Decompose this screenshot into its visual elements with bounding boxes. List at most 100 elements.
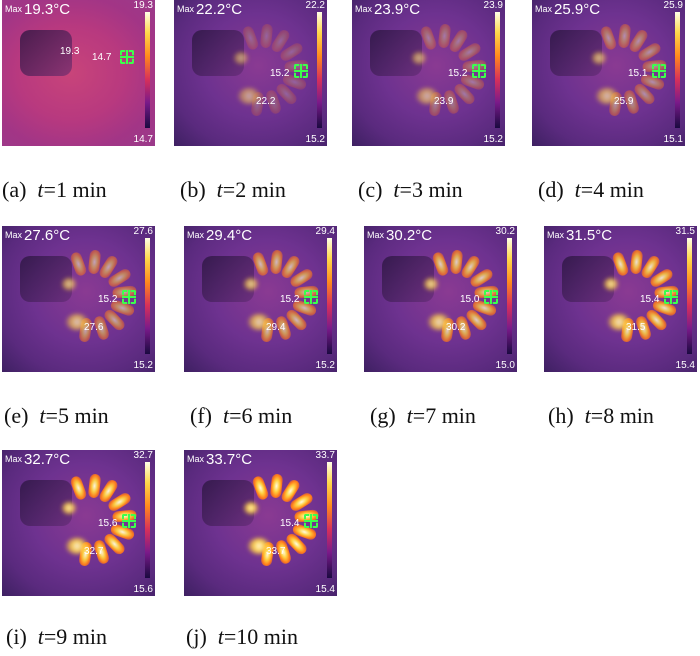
hot-spot: [608, 314, 630, 330]
hot-spot: [66, 314, 88, 330]
scale-min-label: 15.4: [675, 360, 695, 371]
max-value: 30.2°C: [386, 227, 433, 244]
max-value: 22.2°C: [196, 1, 243, 18]
color-scale-bar: [495, 12, 500, 128]
spot-readout-1: 15.6: [98, 518, 118, 529]
max-prefix: Max: [355, 4, 373, 14]
max-value: 31.5°C: [566, 227, 613, 244]
thermal-image-d: Max 25.9°C 25.9 15.1 15.1 25.9: [532, 0, 685, 146]
hot-spot: [248, 538, 270, 554]
color-scale-bar: [675, 12, 680, 128]
caption-j: (j) t=10 min: [186, 624, 299, 649]
scale-max-label: 19.3: [133, 0, 153, 11]
thermal-image-a: Max 19.3°C 19.3 14.7 19.3 14.7: [2, 0, 155, 146]
thermal-image-f: Max 29.4°C 29.4 15.2 15.2 29.4: [184, 226, 337, 372]
hot-spot: [592, 52, 606, 64]
crosshair-reticle-icon: [304, 514, 318, 528]
scale-max-label: 23.9: [483, 0, 503, 11]
scale-max-label: 29.4: [315, 226, 335, 237]
color-scale-bar: [687, 238, 692, 354]
max-value: 32.7°C: [24, 451, 71, 468]
max-prefix: Max: [547, 230, 565, 240]
scale-min-label: 15.6: [133, 584, 153, 595]
spot-readout-1: 15.4: [280, 518, 300, 529]
spot-readout-1: 19.3: [60, 46, 80, 57]
scale-max-label: 31.5: [675, 226, 695, 237]
scale-min-label: 15.2: [133, 360, 153, 371]
hot-spot: [62, 278, 76, 290]
thermal-image-e: Max 27.6°C 27.6 15.2 15.2 27.6: [2, 226, 155, 372]
spot-readout-2: 33.7: [266, 546, 286, 557]
max-value: 29.4°C: [206, 227, 253, 244]
max-temperature-readout: Max 19.3°C: [5, 1, 70, 18]
max-prefix: Max: [177, 4, 195, 14]
hot-spot: [424, 278, 438, 290]
max-prefix: Max: [535, 4, 553, 14]
max-temperature-readout: Max 33.7°C: [187, 451, 252, 468]
scale-max-label: 25.9: [663, 0, 683, 11]
crosshair-reticle-icon: [120, 50, 134, 64]
hot-spot: [66, 538, 88, 554]
hot-spot: [248, 314, 270, 330]
scale-max-label: 22.2: [305, 0, 325, 11]
color-scale-bar: [327, 238, 332, 354]
hot-spot: [238, 88, 260, 104]
max-prefix: Max: [187, 230, 205, 240]
max-value: 33.7°C: [206, 451, 253, 468]
crosshair-reticle-icon: [652, 64, 666, 78]
scale-min-label: 15.2: [483, 134, 503, 145]
scale-min-label: 15.1: [663, 134, 683, 145]
max-prefix: Max: [5, 230, 23, 240]
spot-readout-2: 27.6: [84, 322, 104, 333]
scale-max-label: 32.7: [133, 450, 153, 461]
scale-min-label: 15.2: [315, 360, 335, 371]
hot-spot: [428, 314, 450, 330]
spot-readout-1: 15.2: [448, 68, 468, 79]
spot-readout-1: 15.0: [460, 294, 480, 305]
crosshair-reticle-icon: [484, 290, 498, 304]
hot-spot: [604, 278, 618, 290]
max-value: 19.3°C: [24, 1, 71, 18]
spot-readout-1: 15.2: [280, 294, 300, 305]
thermal-image-j: Max 33.7°C 33.7 15.4 15.4 33.7: [184, 450, 337, 596]
max-temperature-readout: Max 32.7°C: [5, 451, 70, 468]
spot-readout-2: 29.4: [266, 322, 286, 333]
caption-c: (c) t=3 min: [358, 177, 463, 202]
thermal-image-g: Max 30.2°C 30.2 15.0 15.0 30.2: [364, 226, 517, 372]
caption-b: (b) t=2 min: [180, 177, 286, 202]
crosshair-reticle-icon: [304, 290, 318, 304]
caption-g: (g) t=7 min: [370, 403, 476, 428]
scale-min-label: 14.7: [133, 134, 153, 145]
spot-readout-2: 31.5: [626, 322, 646, 333]
caption-h: (h) t=8 min: [548, 403, 654, 428]
spot-readout-2: 32.7: [84, 546, 104, 557]
color-scale-bar: [145, 462, 150, 578]
spot-readout-2: 30.2: [446, 322, 466, 333]
caption-e: (e) t=5 min: [4, 403, 109, 428]
scale-max-label: 30.2: [495, 226, 515, 237]
caption-a: (a) t=1 min: [2, 177, 107, 202]
crosshair-reticle-icon: [122, 514, 136, 528]
thermal-image-h: Max 31.5°C 31.5 15.4 15.4 31.5: [544, 226, 697, 372]
spot-readout-2: 22.2: [256, 96, 276, 107]
max-value: 27.6°C: [24, 227, 71, 244]
max-prefix: Max: [187, 454, 205, 464]
scale-min-label: 15.2: [305, 134, 325, 145]
max-prefix: Max: [5, 454, 23, 464]
scale-min-label: 15.4: [315, 584, 335, 595]
thermal-image-c: Max 23.9°C 23.9 15.2 15.2 23.9: [352, 0, 505, 146]
device-housing: [20, 30, 72, 76]
scale-min-label: 15.0: [495, 360, 515, 371]
hot-spot: [412, 52, 426, 64]
scale-max-label: 33.7: [315, 450, 335, 461]
color-scale-bar: [507, 238, 512, 354]
max-temperature-readout: Max 31.5°C: [547, 227, 612, 244]
caption-i: (i) t=9 min: [6, 624, 108, 649]
hot-spot: [596, 88, 618, 104]
max-temperature-readout: Max 22.2°C: [177, 1, 242, 18]
color-scale-bar: [327, 462, 332, 578]
hot-spot: [244, 502, 258, 514]
spot-readout-1: 15.2: [98, 294, 118, 305]
hot-spot: [62, 502, 76, 514]
crosshair-reticle-icon: [664, 290, 678, 304]
